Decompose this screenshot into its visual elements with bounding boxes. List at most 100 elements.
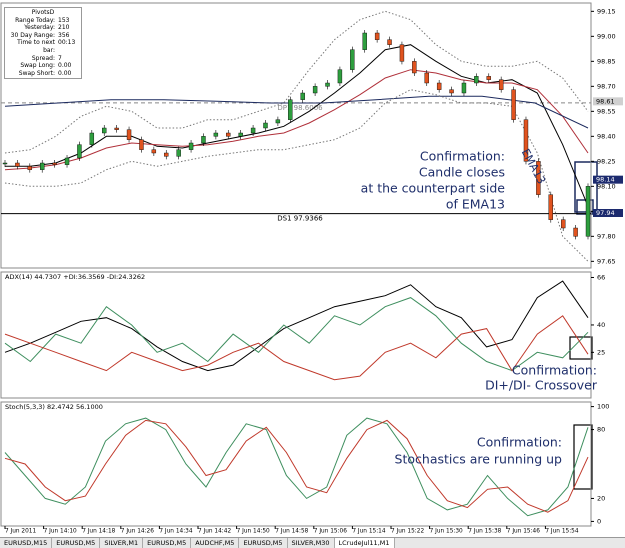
candle <box>213 132 219 137</box>
info-value: 356 <box>58 31 70 39</box>
candle <box>523 119 529 162</box>
tab[interactable]: EURUSD,M5 <box>52 538 101 548</box>
x-tick-label: 7 Jun 15:46 <box>507 529 540 535</box>
annotation: Confirmation: <box>420 149 505 164</box>
candle <box>362 32 367 50</box>
indicator-line <box>4 69 589 171</box>
candle <box>201 136 206 144</box>
level-label: DP1 98.6006 <box>277 104 323 112</box>
info-key: Spread: <box>31 54 55 62</box>
info-value: 0.00 <box>58 69 72 77</box>
tab-bar: EURUSD,M15 EURUSD,M5 SILVER,M1 EURUSD,M5 AUD… <box>0 537 625 548</box>
level-label: DS1 97.9366 <box>277 215 323 223</box>
annotation: Confirmation: <box>512 363 597 378</box>
y-tick-label: 100 <box>597 403 609 411</box>
tab[interactable]: LCrudeJul11,M1 <box>334 538 395 548</box>
candle <box>275 119 281 124</box>
candle <box>511 89 516 120</box>
x-tick-label: 7 Jun 14:18 <box>82 529 115 535</box>
info-box: PivotsD Range Today: 153 Yesterday: 210 30 Da… <box>4 7 82 80</box>
annotation: of EMA13 <box>446 197 505 212</box>
y-tick-label: 99.15 <box>597 7 616 15</box>
indicator-line <box>4 95 589 129</box>
x-tick-label: 7 Jun 14:42 <box>198 529 231 535</box>
candle <box>139 139 144 150</box>
y-tick-label: 40 <box>597 321 605 329</box>
x-tick-label: 7 Jun 15:38 <box>468 529 501 535</box>
price-marker <box>593 209 623 217</box>
candle <box>126 129 132 140</box>
y-tick-label: 0 <box>597 517 601 525</box>
x-tick-label: 7 Jun 15:14 <box>352 529 385 535</box>
candle <box>325 82 330 87</box>
info-key: Swap Short: <box>18 69 55 77</box>
info-key: Range Today: <box>15 16 55 24</box>
y-tick-label: 98.85 <box>597 57 616 65</box>
candle <box>114 127 119 130</box>
info-row: Swap Long: 0.00 <box>7 62 79 70</box>
annotation: at the counterpart side <box>361 181 506 196</box>
y-tick-label: 20 <box>597 494 605 502</box>
info-row: Swap Short: 0.00 <box>7 70 79 78</box>
candle <box>64 157 70 165</box>
candle <box>350 49 355 70</box>
indicator-line <box>4 10 589 154</box>
y-tick-label: 25 <box>597 348 605 356</box>
info-row: Yesterday: 210 <box>7 24 79 32</box>
price-marker-label: 97.94 <box>596 209 615 217</box>
candle <box>461 82 467 94</box>
info-row: Time to next bar: 00:13 <box>7 39 79 54</box>
candle <box>486 76 491 80</box>
x-tick-label: 7 Jun 14:10 <box>44 529 77 535</box>
info-title: PivotsD <box>31 9 55 16</box>
candle <box>40 162 45 170</box>
chart-area: 99.15 99.00 98.85 98.70 98.55 98.40 98.25 98.10… <box>0 2 623 535</box>
info-value: 210 <box>58 24 70 32</box>
info-key: 30 Day Range: <box>10 31 55 39</box>
y-tick-label: 98.70 <box>597 82 616 90</box>
price-marker <box>593 175 623 184</box>
candle <box>412 61 417 74</box>
tab[interactable]: SILVER,M30 <box>288 538 335 548</box>
tab[interactable]: EURUSD,M5 <box>143 538 192 548</box>
candle <box>164 152 169 157</box>
indicator-line <box>4 297 589 372</box>
y-tick-label: 98.40 <box>597 132 616 140</box>
tab[interactable]: EURUSD,M15 <box>0 538 53 548</box>
x-tick-label: 7 Jun 14:26 <box>121 529 154 535</box>
indicator-header: ADX(14) 44.7307 +DI:36.3569 -DI:24.3262 <box>5 273 145 281</box>
candle <box>238 132 243 137</box>
tab[interactable]: SILVER,M1 <box>100 538 144 548</box>
candle <box>151 149 157 154</box>
candle <box>15 162 20 167</box>
y-tick-label: 97.65 <box>597 257 616 265</box>
candle <box>498 79 504 90</box>
candle <box>188 142 194 150</box>
y-tick-label: 80 <box>597 426 605 434</box>
candle <box>176 149 181 157</box>
candle <box>52 162 57 165</box>
info-value: 153 <box>58 16 70 24</box>
annotation: Stochastics are running up <box>395 452 563 467</box>
x-tick-label: 7 Jun 15:30 <box>430 529 463 535</box>
price-marker-label: 98.14 <box>596 176 615 184</box>
y-tick-label: 98.10 <box>597 182 616 190</box>
y-tick-label: 98.25 <box>597 157 616 165</box>
info-key: Time to next bar: <box>17 39 55 54</box>
tab[interactable]: AUDCHF,M5 <box>191 538 240 548</box>
y-tick-label: 98.55 <box>597 107 616 115</box>
panel <box>0 2 592 269</box>
candle <box>424 72 429 84</box>
x-tick-label: 7 Jun 15:06 <box>314 529 347 535</box>
candle <box>288 99 293 120</box>
candle <box>312 86 318 94</box>
candle <box>548 194 553 220</box>
info-value: 00:13 <box>58 39 76 47</box>
candle <box>399 44 405 62</box>
indicator-line <box>4 89 589 262</box>
info-row: Spread: 7 <box>7 55 79 63</box>
tab[interactable]: EURUSD,M5 <box>239 538 288 548</box>
candle <box>374 32 380 40</box>
x-tick-label: 7 Jun 14:50 <box>237 529 270 535</box>
annotation: Confirmation: <box>477 435 562 450</box>
